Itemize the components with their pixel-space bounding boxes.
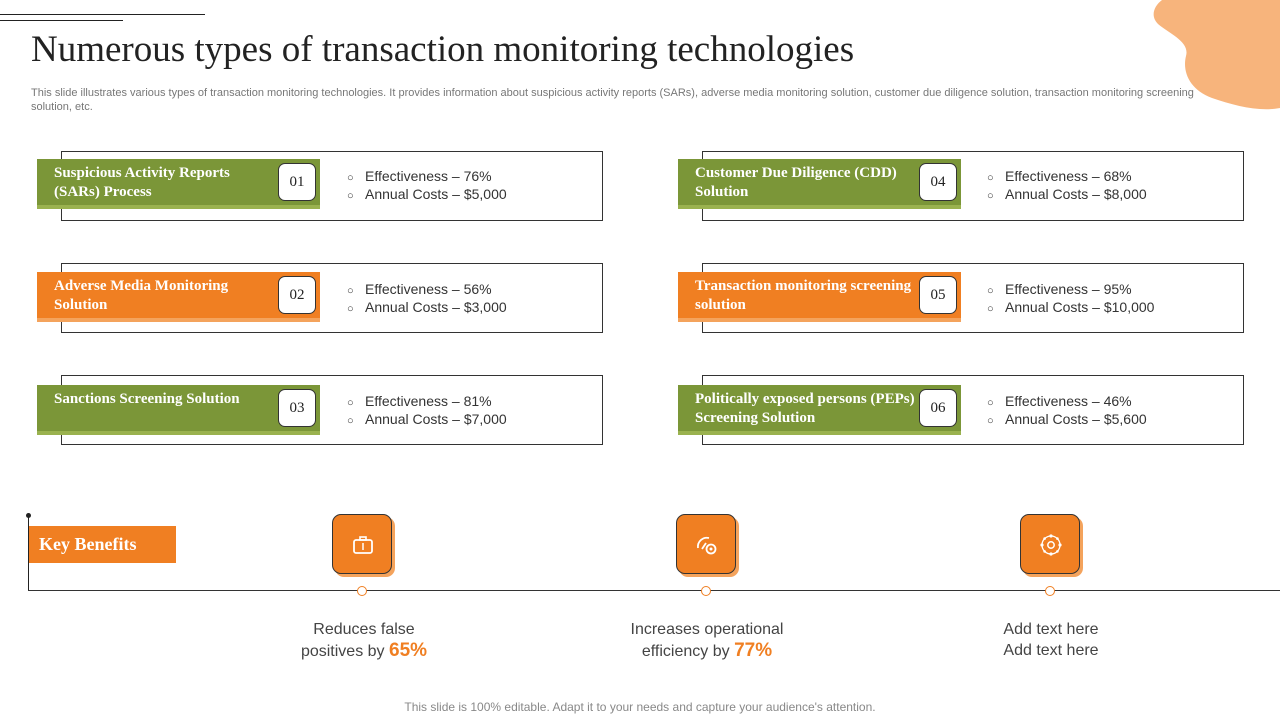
benefit-percent: 77% [734,640,773,661]
tech-number: 02 [278,276,316,314]
bullet-cost: ○ Annual Costs – $10,000 [987,298,1154,318]
tech-label-05: Transaction monitoring screening solutio… [678,272,961,318]
gauge-gear-icon [697,536,717,555]
tech-number: 06 [919,389,957,427]
bullet-effectiveness: ○ Effectiveness – 68% [987,167,1132,187]
bullet-circle-icon: ○ [347,397,354,409]
timeline-start-dot [26,513,31,518]
bullet-cost: ○ Annual Costs – $5,600 [987,410,1147,430]
tech-name: Customer Due Diligence (CDD) Solution [695,165,897,200]
tech-name: Suspicious Activity Reports (SARs) Proce… [54,165,230,200]
timeline-line [28,590,1280,591]
tech-name: Sanctions Screening Solution [54,391,240,407]
bullet-effectiveness: ○ Effectiveness – 46% [987,392,1132,412]
benefit-text: Reduces false positives by 65% [300,621,428,661]
timeline-node [357,586,367,596]
bullet-cost: ○ Annual Costs – $3,000 [347,298,507,318]
benefit-percent: 65% [389,640,428,661]
network-hub-icon [1040,534,1062,556]
tech-label-03: Sanctions Screening Solution 03 [37,385,320,431]
benefit-icon-box [676,514,736,574]
tech-number: 04 [919,163,957,201]
bullet-circle-icon: ○ [987,285,994,297]
briefcase-icon [353,536,373,554]
bullet-cost: ○ Annual Costs – $8,000 [987,185,1147,205]
bullet-cost: ○ Annual Costs – $5,000 [347,185,507,205]
bullet-circle-icon: ○ [347,303,354,315]
decor-line [0,20,123,21]
tech-label-06: Politically exposed persons (PEPs) Scree… [678,385,961,431]
bullet-cost: ○ Annual Costs – $7,000 [347,410,507,430]
footer-note: This slide is 100% editable. Adapt it to… [404,700,876,714]
bullet-circle-icon: ○ [347,285,354,297]
key-benefits-label: Key Benefits [29,526,176,563]
bullet-circle-icon: ○ [987,397,994,409]
decor-blob [1153,0,1280,110]
tech-label-04: Customer Due Diligence (CDD) Solution 04 [678,159,961,205]
benefit-icon-box [1020,514,1080,574]
bullet-circle-icon: ○ [987,190,994,202]
tech-name: Adverse Media Monitoring Solution [54,278,229,313]
timeline-node [701,586,711,596]
bullet-circle-icon: ○ [987,303,994,315]
bullet-effectiveness: ○ Effectiveness – 95% [987,280,1132,300]
benefit-icon-box [332,514,392,574]
bullet-circle-icon: ○ [347,190,354,202]
page-title: Numerous types of transaction monitoring… [31,29,855,70]
tech-number: 01 [278,163,316,201]
tech-number: 03 [278,389,316,427]
bullet-effectiveness: ○ Effectiveness – 76% [347,167,492,187]
page-subtitle: This slide illustrates various types of … [31,87,1194,113]
bullet-circle-icon: ○ [987,415,994,427]
tech-number: 05 [919,276,957,314]
tech-label-01: Suspicious Activity Reports (SARs) Proce… [37,159,320,205]
bullet-circle-icon: ○ [347,415,354,427]
benefit-text: Increases operational efficiency by 77% [630,621,784,661]
timeline-vertical-line [28,516,29,591]
bullet-circle-icon: ○ [347,172,354,184]
timeline-node [1045,586,1055,596]
tech-label-02: Adverse Media Monitoring Solution 02 [37,272,320,318]
bullet-effectiveness: ○ Effectiveness – 81% [347,392,492,412]
bullet-circle-icon: ○ [987,172,994,184]
benefit-text: Add text here Add text here [1003,621,1099,659]
bullet-effectiveness: ○ Effectiveness – 56% [347,280,492,300]
decor-line [0,14,205,15]
tech-name: Politically exposed persons (PEPs) Scree… [695,391,915,426]
tech-name: Transaction monitoring screening solutio… [695,278,912,313]
